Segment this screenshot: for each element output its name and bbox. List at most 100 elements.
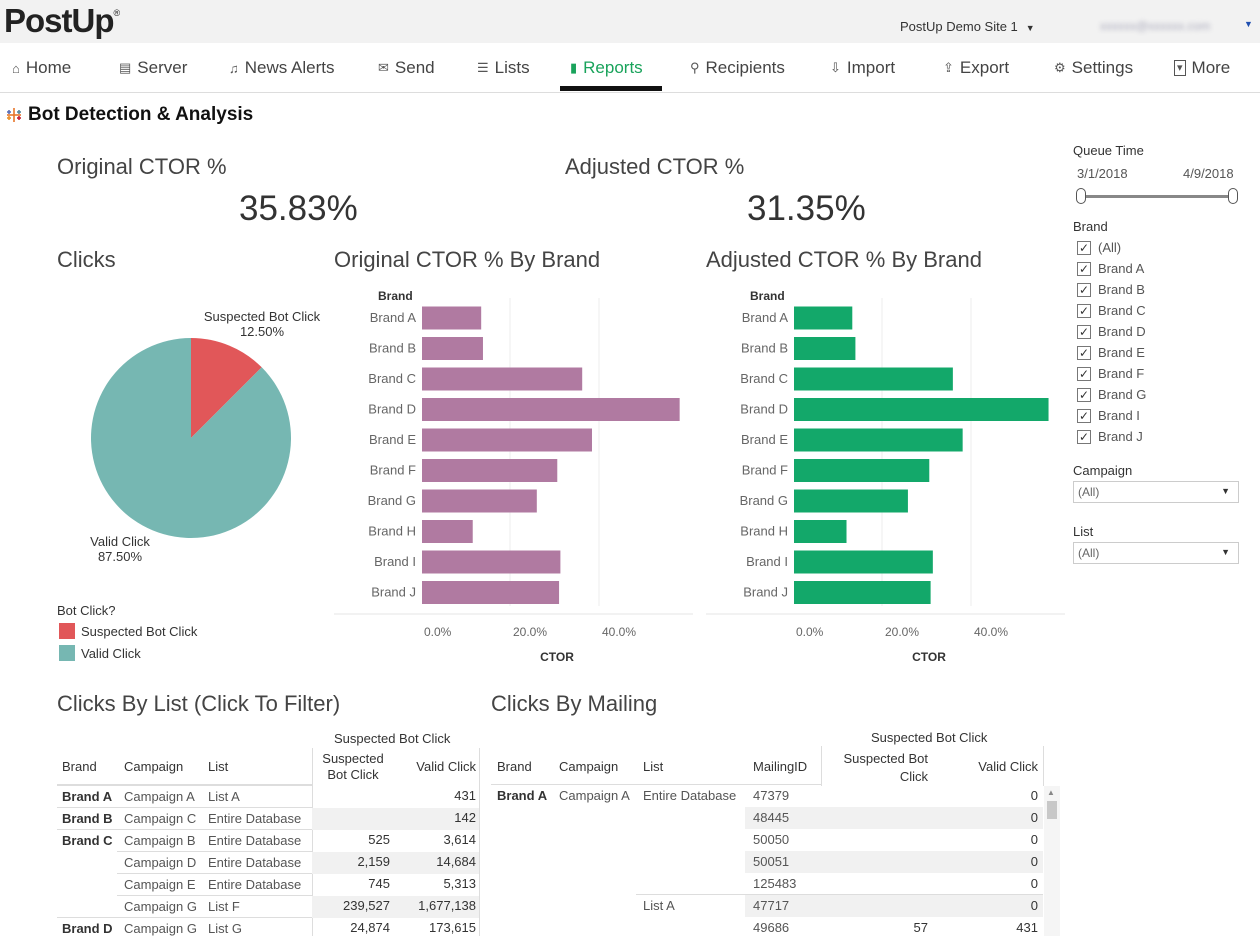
checkmark-icon[interactable]: ✓ [1077,261,1091,276]
cell-campaign[interactable]: Campaign A [124,789,195,804]
checkmark-icon[interactable]: ✓ [1077,366,1091,381]
checkmark-icon[interactable]: ✓ [1077,408,1091,423]
legend-item-valid[interactable]: Valid Click [59,645,141,661]
bar-brand-e[interactable] [422,428,592,452]
brand-checkbox-brand-g[interactable]: ✓ Brand G [1077,387,1146,402]
cell-valid[interactable]: 0 [1030,832,1038,847]
bar-brand-f[interactable] [794,459,930,482]
cell-bot[interactable]: 525 [368,832,390,847]
cell-bot[interactable]: 745 [368,876,390,891]
cell-campaign[interactable]: Campaign G [124,921,197,936]
brand-checkbox-brand-c[interactable]: ✓ Brand C [1077,303,1146,318]
bar-brand-j[interactable] [794,581,931,604]
cell-valid[interactable]: 431 [454,788,476,803]
site-selector[interactable]: PostUp Demo Site 1 ▼ [900,19,1035,34]
bar-brand-c[interactable] [794,367,953,391]
nav-item-more[interactable]: ▾ More [1174,43,1230,93]
checkmark-icon[interactable]: ✓ [1077,303,1091,318]
bar-brand-j[interactable] [422,581,560,604]
nav-item-reports[interactable]: ▮ Reports [570,43,643,93]
cell-list[interactable]: Entire Database [208,811,302,826]
nav-item-settings[interactable]: ⚙ Settings [1054,43,1133,93]
nav-item-import[interactable]: ⇩ Import [830,43,895,93]
user-menu[interactable]: xxxxxx@xxxxxx.com [1100,19,1211,33]
bar-brand-f[interactable] [422,459,558,482]
cell-mailingid[interactable]: 47379 [753,788,790,803]
bar-brand-g[interactable] [794,489,908,513]
legend-item-bot[interactable]: Suspected Bot Click [59,623,197,639]
cell-list[interactable]: List A [643,898,675,913]
scroll-up-icon[interactable]: ▲ [1047,788,1055,797]
brand-checkbox-all[interactable]: ✓ (All) [1077,240,1121,255]
cell-valid[interactable]: 14,684 [436,854,476,869]
bar-brand-e[interactable] [794,428,963,452]
brand-checkbox-brand-d[interactable]: ✓ Brand D [1077,324,1146,339]
cell-valid[interactable]: 0 [1030,810,1038,825]
postup-logo[interactable]: PostUp® [4,2,120,39]
cell-valid[interactable]: 0 [1030,854,1038,869]
cell-brand[interactable]: Brand A [62,789,113,804]
campaign-select[interactable]: (All) ▼ [1073,481,1239,503]
nav-item-recipients[interactable]: ⚲ Recipients [690,43,785,93]
cell-valid[interactable]: 5,313 [443,876,476,891]
bar-brand-g[interactable] [422,489,537,513]
cell-mailingid[interactable]: 49686 [753,920,790,935]
nav-item-news-alerts[interactable]: ♫ News Alerts [229,43,335,93]
bar-brand-a[interactable] [422,306,482,330]
scrollbar-thumb[interactable] [1047,801,1057,819]
cell-brand[interactable]: Brand D [62,921,113,936]
cell-bot[interactable]: 239,527 [343,898,390,913]
cell-list[interactable]: Entire Database [208,877,302,892]
cell-mailingid[interactable]: 50050 [753,832,790,847]
brand-checkbox-brand-f[interactable]: ✓ Brand F [1077,366,1144,381]
cell-list[interactable]: List G [208,921,242,936]
bar-brand-h[interactable] [794,520,847,543]
checkmark-icon[interactable]: ✓ [1077,387,1091,402]
nav-item-server[interactable]: ▤ Server [119,43,187,93]
cell-valid[interactable]: 0 [1030,788,1038,803]
cell-list[interactable]: Entire Database [208,833,302,848]
bar-brand-d[interactable] [422,398,680,421]
brand-checkbox-brand-b[interactable]: ✓ Brand B [1077,282,1145,297]
cell-list[interactable]: List A [208,789,240,804]
pie-slice-valid[interactable] [90,338,292,538]
cell-list[interactable]: Entire Database [643,788,737,803]
cell-valid[interactable]: 0 [1030,876,1038,891]
brand-checkbox-brand-a[interactable]: ✓ Brand A [1077,261,1144,276]
list-select[interactable]: (All) ▼ [1073,542,1239,564]
cell-valid[interactable]: 0 [1030,898,1038,913]
cell-valid[interactable]: 173,615 [429,920,476,935]
bar-brand-c[interactable] [422,367,583,391]
bar-brand-i[interactable] [794,550,933,574]
checkmark-icon[interactable]: ✓ [1077,345,1091,360]
cell-bot[interactable]: 57 [913,920,928,935]
original-ctor-bar-chart[interactable]: Brand Brand A Brand B Brand C Brand D Brand E… [334,283,700,665]
cell-brand[interactable]: Brand B [62,811,113,826]
brand-checkbox-brand-e[interactable]: ✓ Brand E [1077,345,1145,360]
bar-brand-b[interactable] [422,337,483,360]
checkmark-icon[interactable]: ✓ [1077,324,1091,339]
checkmark-icon[interactable]: ✓ [1077,282,1091,297]
nav-item-send[interactable]: ✉ Send [378,43,435,93]
bar-brand-d[interactable] [794,398,1049,421]
cell-valid[interactable]: 3,614 [443,832,476,847]
cell-valid[interactable]: 431 [1016,920,1038,935]
cell-mailingid[interactable]: 125483 [753,876,797,891]
cell-campaign[interactable]: Campaign D [124,855,197,870]
bar-brand-b[interactable] [794,337,856,360]
cell-list[interactable]: Entire Database [208,855,302,870]
cell-valid[interactable]: 1,677,138 [418,898,476,913]
checkmark-icon[interactable]: ✓ [1077,429,1091,444]
cell-brand[interactable]: Brand C [62,833,113,848]
chevron-down-icon[interactable]: ▼ [1244,19,1253,29]
cell-campaign[interactable]: Campaign G [124,899,197,914]
cell-campaign[interactable]: Campaign E [124,877,196,892]
brand-checkbox-brand-j[interactable]: ✓ Brand J [1077,429,1143,444]
cell-campaign[interactable]: Campaign B [124,833,196,848]
clicks-pie-chart[interactable] [90,337,292,539]
cell-list[interactable]: List F [208,899,240,914]
pie-slice-bot[interactable] [191,338,262,438]
bar-brand-a[interactable] [794,306,853,330]
queue-time-slider-track[interactable] [1081,195,1233,198]
cell-brand[interactable]: Brand A [497,788,548,803]
